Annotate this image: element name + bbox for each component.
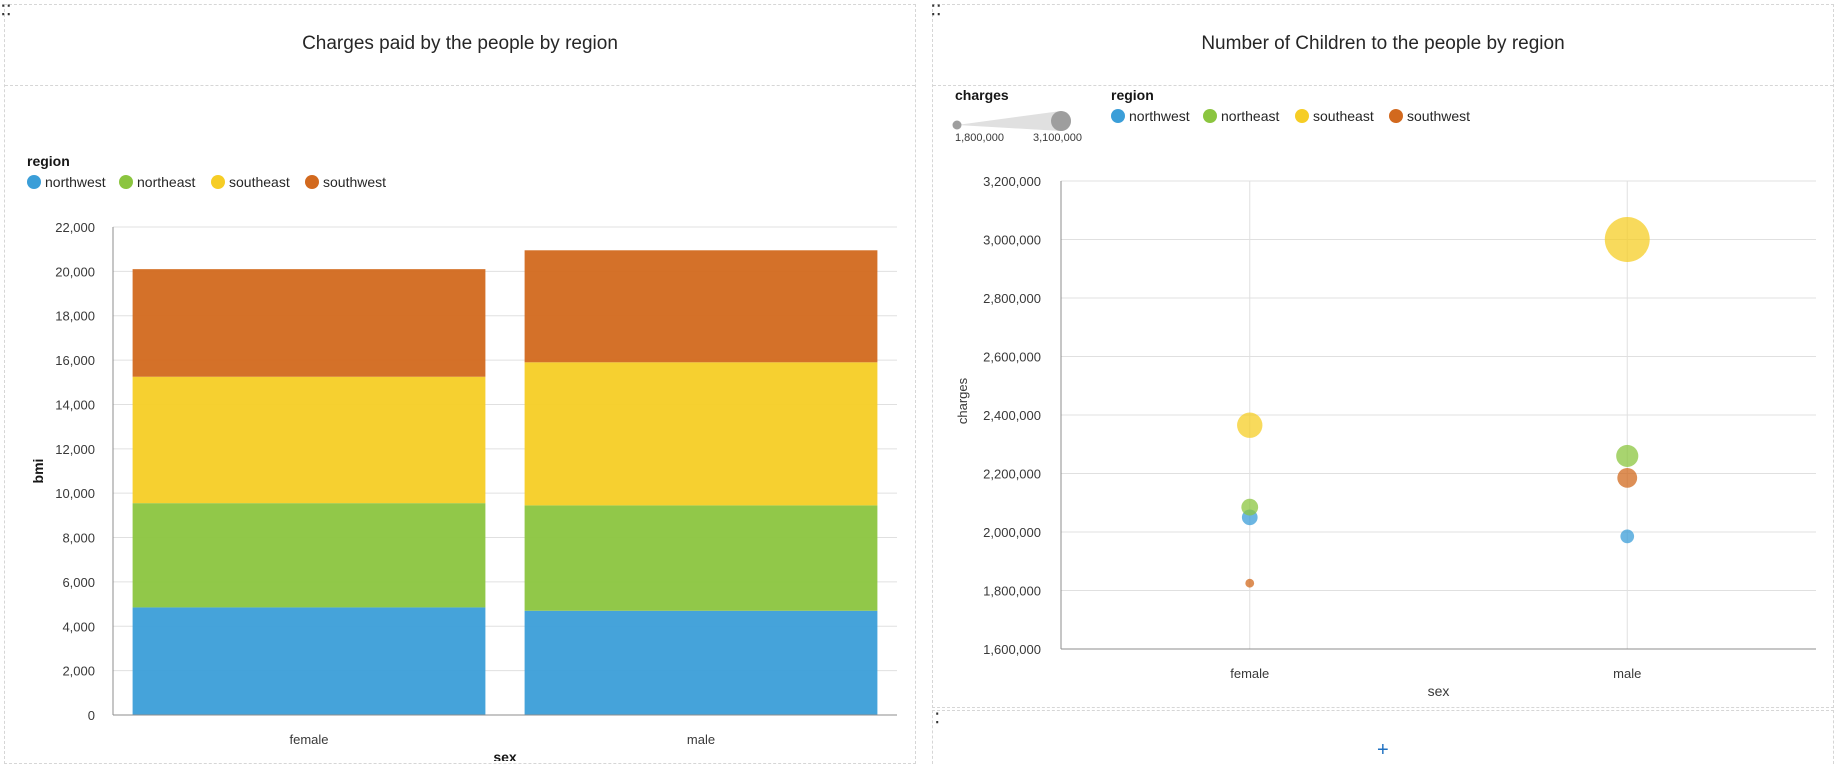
y-tick-label: 2,000,000 xyxy=(983,525,1041,540)
bubble-chart-panel: ⁚⁚ Number of Children to the people by r… xyxy=(931,2,1834,708)
bar-segment-northeast-female xyxy=(132,503,486,608)
legend-label: northeast xyxy=(137,174,196,190)
x-axis-title: sex xyxy=(1428,683,1450,699)
bubble-legend-item-southwest[interactable]: southwest xyxy=(1389,108,1470,124)
bubble-chart-title: Number of Children to the people by regi… xyxy=(1201,33,1565,54)
legend-dot xyxy=(1111,109,1125,123)
size-legend-min-dot xyxy=(952,120,962,130)
bubble-legend-title: region xyxy=(1111,87,1154,103)
y-tick-label: 1,800,000 xyxy=(983,584,1041,599)
legend-dot xyxy=(27,175,41,189)
bar-segment-southeast-female xyxy=(132,376,486,504)
size-legend-max-dot xyxy=(1051,111,1071,131)
bubble-southeast-female xyxy=(1237,412,1263,438)
y-tick-label: 2,000 xyxy=(62,664,95,679)
y-tick-label: 2,400,000 xyxy=(983,408,1041,423)
x-tick-label: female xyxy=(1230,666,1269,681)
bubble-chart: 1,600,000 1,800,000 2,000,000 2,200,000 2,40… xyxy=(955,174,1816,699)
legend-dot xyxy=(119,175,133,189)
y-tick-label: 6,000 xyxy=(62,575,95,590)
bar-segment-southeast-male xyxy=(524,362,878,506)
size-legend-min-label: 1,800,000 xyxy=(955,132,1004,144)
legend-label: southwest xyxy=(323,174,387,190)
bubble-southwest-female xyxy=(1245,578,1255,588)
bubble-northeast-female xyxy=(1241,498,1259,516)
legend-label: northeast xyxy=(1221,108,1280,124)
add-widget-button[interactable]: + xyxy=(1377,739,1389,761)
y-tick-label: 0 xyxy=(88,708,95,723)
legend-dot xyxy=(211,175,225,189)
legend-label: northwest xyxy=(1129,108,1190,124)
drag-handle-icon[interactable]: ⁚ xyxy=(935,710,941,726)
legend-dot xyxy=(1203,109,1217,123)
size-legend-graphic xyxy=(952,111,1071,131)
y-tick-label: 4,000 xyxy=(62,619,95,634)
bar-chart-title: Charges paid by the people by region xyxy=(302,33,618,54)
bubble-northeast-male xyxy=(1616,444,1639,468)
bubble-northwest-male xyxy=(1620,529,1635,544)
bubble-southeast-male xyxy=(1604,217,1650,262)
size-legend-max-label: 3,100,000 xyxy=(1033,132,1082,144)
bar-legend-item-southwest[interactable]: southwest xyxy=(305,174,386,190)
legend-dot xyxy=(305,175,319,189)
size-legend-wedge xyxy=(957,111,1071,131)
y-tick-label: 2,200,000 xyxy=(983,467,1041,482)
y-axis-title: bmi xyxy=(30,459,46,484)
bar-legend-title: region xyxy=(27,153,70,169)
drag-handle-icon[interactable]: ⁚⁚ xyxy=(1,2,12,18)
y-tick-label: 3,000,000 xyxy=(983,233,1041,248)
bar-legend-item-southeast[interactable]: southeast xyxy=(211,174,290,190)
y-tick-label: 20,000 xyxy=(55,264,95,279)
x-axis-title: sex xyxy=(493,749,517,761)
y-tick-label: 14,000 xyxy=(55,397,95,412)
bar-segment-northwest-female xyxy=(132,607,486,715)
size-legend-title: charges xyxy=(955,87,1009,103)
legend-label: northwest xyxy=(45,174,106,190)
y-tick-label: 8,000 xyxy=(62,531,95,546)
bar-segment-southwest-female xyxy=(132,269,486,377)
bar-chart: 0 2,000 4,000 6,000 8,000 10,000 12,000 14,000 1… xyxy=(30,220,897,761)
bar-legend-item-northeast[interactable]: northeast xyxy=(119,174,195,190)
empty-widget-panel: ⁚ + xyxy=(932,710,1834,764)
bubble-legend-item-northeast[interactable]: northeast xyxy=(1203,108,1279,124)
bubble-legend-item-southeast[interactable]: southeast xyxy=(1295,108,1374,124)
legend-dot xyxy=(1389,109,1403,123)
y-axis-title: charges xyxy=(955,377,970,424)
bar-chart-header: Charges paid by the people by region xyxy=(5,5,915,86)
x-tick-label: female xyxy=(289,732,328,747)
y-tick-label: 2,600,000 xyxy=(983,350,1041,365)
y-tick-label: 3,200,000 xyxy=(983,174,1041,189)
y-tick-label: 22,000 xyxy=(55,220,95,235)
x-tick-label: male xyxy=(1613,666,1641,681)
y-tick-label: 16,000 xyxy=(55,353,95,368)
x-tick-label: male xyxy=(687,732,715,747)
y-tick-label: 18,000 xyxy=(55,309,95,324)
y-tick-label: 1,600,000 xyxy=(983,642,1041,657)
bar-segment-southwest-male xyxy=(524,250,878,363)
bubble-legend-item-northwest[interactable]: northwest xyxy=(1111,108,1190,124)
y-tick-label: 10,000 xyxy=(55,486,95,501)
legend-label: southwest xyxy=(1407,108,1471,124)
drag-handle-icon[interactable]: ⁚⁚ xyxy=(931,2,942,18)
y-tick-label: 12,000 xyxy=(55,442,95,457)
bubble-chart-header: Number of Children to the people by regi… xyxy=(933,5,1833,86)
bar-segment-northeast-male xyxy=(524,505,878,611)
bar-legend-item-northwest[interactable]: northwest xyxy=(27,174,106,190)
bubble-southwest-male xyxy=(1617,467,1638,488)
legend-label: southeast xyxy=(229,174,290,190)
legend-dot xyxy=(1295,109,1309,123)
legend-label: southeast xyxy=(1313,108,1374,124)
y-tick-label: 2,800,000 xyxy=(983,291,1041,306)
bar-segment-northwest-male xyxy=(524,610,878,715)
bar-chart-panel: ⁚⁚ Charges paid by the people by region … xyxy=(1,2,916,764)
